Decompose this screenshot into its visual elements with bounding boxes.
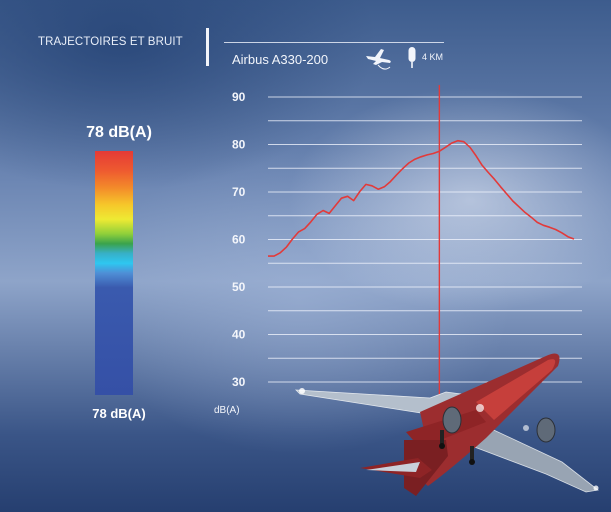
level-meter-bottom-label: 78 dB(A) bbox=[92, 406, 146, 421]
y-tick-label: 30 bbox=[232, 375, 246, 389]
y-tick-label: 80 bbox=[232, 138, 246, 152]
y-tick-label: 50 bbox=[232, 280, 246, 294]
airplane-takeoff-icon bbox=[366, 49, 391, 70]
y-axis-unit-label: dB(A) bbox=[214, 405, 240, 416]
y-tick-label: 60 bbox=[232, 233, 246, 247]
title-divider bbox=[206, 28, 209, 66]
distance-label: 4 KM bbox=[422, 52, 444, 62]
noise-level-line bbox=[268, 139, 575, 257]
level-meter-bar bbox=[95, 151, 133, 395]
y-tick-label: 90 bbox=[232, 90, 246, 104]
subheader-rule bbox=[224, 42, 444, 43]
y-tick-label: 70 bbox=[232, 185, 246, 199]
airplane-illustration bbox=[294, 353, 599, 496]
page-title: TRAJECTOIRES ET BRUIT bbox=[38, 36, 183, 48]
aircraft-label: Airbus A330-200 bbox=[232, 52, 329, 67]
y-tick-label: 40 bbox=[232, 328, 246, 342]
microphone-icon bbox=[408, 47, 416, 68]
level-meter-top-label: 78 dB(A) bbox=[86, 124, 152, 141]
